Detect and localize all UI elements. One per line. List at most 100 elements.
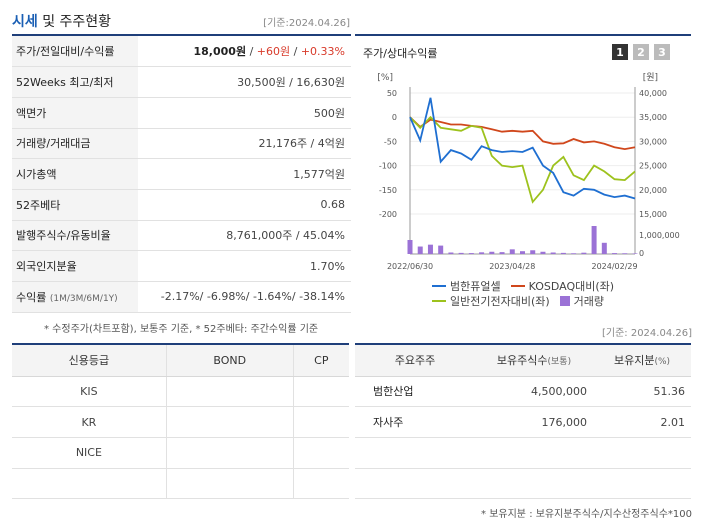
column-header: 보유주식수(보통)	[475, 343, 593, 377]
left-tick-label: -150	[379, 186, 397, 195]
volume-bar	[427, 244, 433, 254]
legend-item-sector: 일반전기전자대비(좌)	[432, 293, 550, 309]
bond-cell	[165, 406, 294, 438]
table-row	[355, 437, 691, 469]
legend-item-volume: 거래량	[559, 293, 605, 309]
series-line-sector	[409, 115, 636, 204]
row-label: 액면가	[12, 97, 138, 129]
row-label: 52주베타	[12, 189, 138, 221]
footnote-holdings: * 보유지분 : 보유지분주식수/지수산정주식수*100	[481, 509, 692, 520]
table-row: 수익률 (1M/3M/6M/1Y) -2.17%/ -6.98%/ -1.64%…	[12, 281, 351, 313]
left-tick-label: -200	[379, 210, 397, 219]
volume-bar	[571, 253, 577, 254]
row-value: 8,761,000주 / 45.04%	[138, 220, 351, 252]
right-tick-label: 25,000	[639, 162, 667, 171]
volume-tick-label: 1,000,000	[639, 231, 680, 240]
cp-cell	[292, 468, 349, 500]
holder-pct: 51.36	[593, 376, 691, 408]
series-line-stock	[409, 97, 636, 200]
x-tick-label: 2024/02/29	[591, 262, 637, 271]
table-row: KIS	[12, 376, 349, 408]
price-value: 18,000원	[193, 45, 247, 59]
volume-bar	[499, 252, 505, 254]
table-row	[12, 468, 349, 500]
credit-rating-table: 신용등급 BOND CP KIS KR NICE	[12, 343, 349, 500]
row-value: 0.68	[138, 189, 351, 221]
legend-swatch	[432, 299, 446, 302]
column-header: 주요주주	[355, 343, 475, 377]
row-label: 수익률 (1M/3M/6M/1Y)	[12, 281, 138, 313]
right-axis-unit: [원]	[643, 72, 658, 83]
legend-swatch	[510, 284, 525, 287]
bond-cell	[165, 437, 294, 469]
volume-bar	[560, 252, 566, 254]
separator: /	[246, 45, 257, 59]
holder-shares: 4,500,000	[475, 376, 593, 408]
volume-bar	[581, 252, 587, 254]
holder-pct: 2.01	[593, 406, 691, 438]
table-row: 발행주식수/유동비율 8,761,000주 / 45.04%	[12, 220, 351, 252]
legend-row: 범한퓨얼셀 KOSDAQ대비(좌)	[432, 278, 692, 293]
table-header-row: 신용등급 BOND CP	[12, 343, 349, 377]
volume-bar	[530, 250, 536, 254]
agency-cell	[12, 468, 167, 500]
volume-bar	[417, 246, 423, 254]
right-tick-label: 20,000	[639, 186, 667, 195]
bond-cell	[165, 376, 294, 408]
row-value: 500원	[138, 97, 351, 129]
x-tick-label: 2022/06/30	[387, 262, 433, 271]
holder-name	[355, 468, 475, 500]
header-sub: (보통)	[547, 357, 572, 368]
pct-value: +0.33%	[300, 45, 345, 59]
row-label-sub: (1M/3M/6M/1Y)	[49, 293, 118, 304]
price-info-table: 주가/전일대비/수익률 18,000원 / +60원 / +0.33% 52We…	[12, 36, 351, 313]
row-label: 시가총액	[12, 158, 138, 190]
table-row: 액면가 500원	[12, 97, 351, 129]
row-value: 1,577억원	[138, 158, 351, 190]
volume-bar	[612, 253, 618, 254]
volume-bar	[458, 252, 464, 254]
left-axis-unit: [%]	[377, 73, 393, 83]
chart-tab-3[interactable]: 3	[654, 44, 670, 60]
holder-shares	[475, 437, 593, 469]
header-main: 보유지분	[613, 354, 655, 368]
table-row: 52주베타 0.68	[12, 189, 351, 221]
table-row: 시가총액 1,577억원	[12, 158, 351, 190]
right-tick-label: 35,000	[639, 113, 667, 122]
column-header: CP	[292, 343, 349, 377]
section-title: 시세 및 주주현황	[12, 11, 111, 31]
volume-bar	[591, 226, 597, 254]
table-row: 범한산업 4,500,000 51.36	[355, 376, 691, 408]
series-lines	[409, 97, 636, 204]
row-label: 발행주식수/유동비율	[12, 220, 138, 252]
legend-row: 일반전기전자대비(좌) 거래량	[432, 293, 692, 308]
legend-label: 일반전기전자대비(좌)	[450, 294, 550, 308]
chart-legend: 범한퓨얼셀 KOSDAQ대비(좌) 일반전기전자대비(좌) 거래량	[432, 278, 692, 308]
right-tick-label: 40,000	[639, 89, 667, 98]
row-value: 18,000원 / +60원 / +0.33%	[138, 36, 351, 68]
row-label: 주가/전일대비/수익률	[12, 36, 138, 68]
chart-tab-1[interactable]: 1	[612, 44, 628, 60]
row-value: 1.70%	[138, 250, 351, 282]
top-rule-left	[12, 34, 351, 36]
chart-tab-2[interactable]: 2	[633, 44, 649, 60]
legend-label: 거래량	[573, 294, 605, 308]
bond-cell	[165, 468, 294, 500]
row-label: 52Weeks 최고/최저	[12, 66, 138, 98]
volume-bar	[509, 249, 515, 254]
column-header: 신용등급	[12, 343, 167, 377]
cp-cell	[292, 437, 349, 469]
holder-pct	[593, 437, 691, 469]
table-row: KR	[12, 406, 349, 438]
relative-return-chart: 50 0 -50 -100 -150 -200 40,000 35,000 30,000 25,0…	[377, 72, 680, 271]
table-row: 거래량/거래대금 21,176주 / 4억원	[12, 128, 351, 160]
volume-bar	[622, 253, 628, 254]
series-line-kosdaq	[409, 116, 636, 151]
legend-item-kosdaq: KOSDAQ대비(좌)	[510, 278, 614, 294]
table-row	[355, 468, 691, 500]
table-row: NICE	[12, 437, 349, 469]
table-row: 자사주 176,000 2.01	[355, 406, 691, 438]
agency-cell: KR	[12, 406, 167, 438]
table-header-row: 주요주주 보유주식수(보통) 보유지분(%)	[355, 343, 691, 377]
table-row: 52Weeks 최고/최저 30,500원 / 16,630원	[12, 66, 351, 98]
